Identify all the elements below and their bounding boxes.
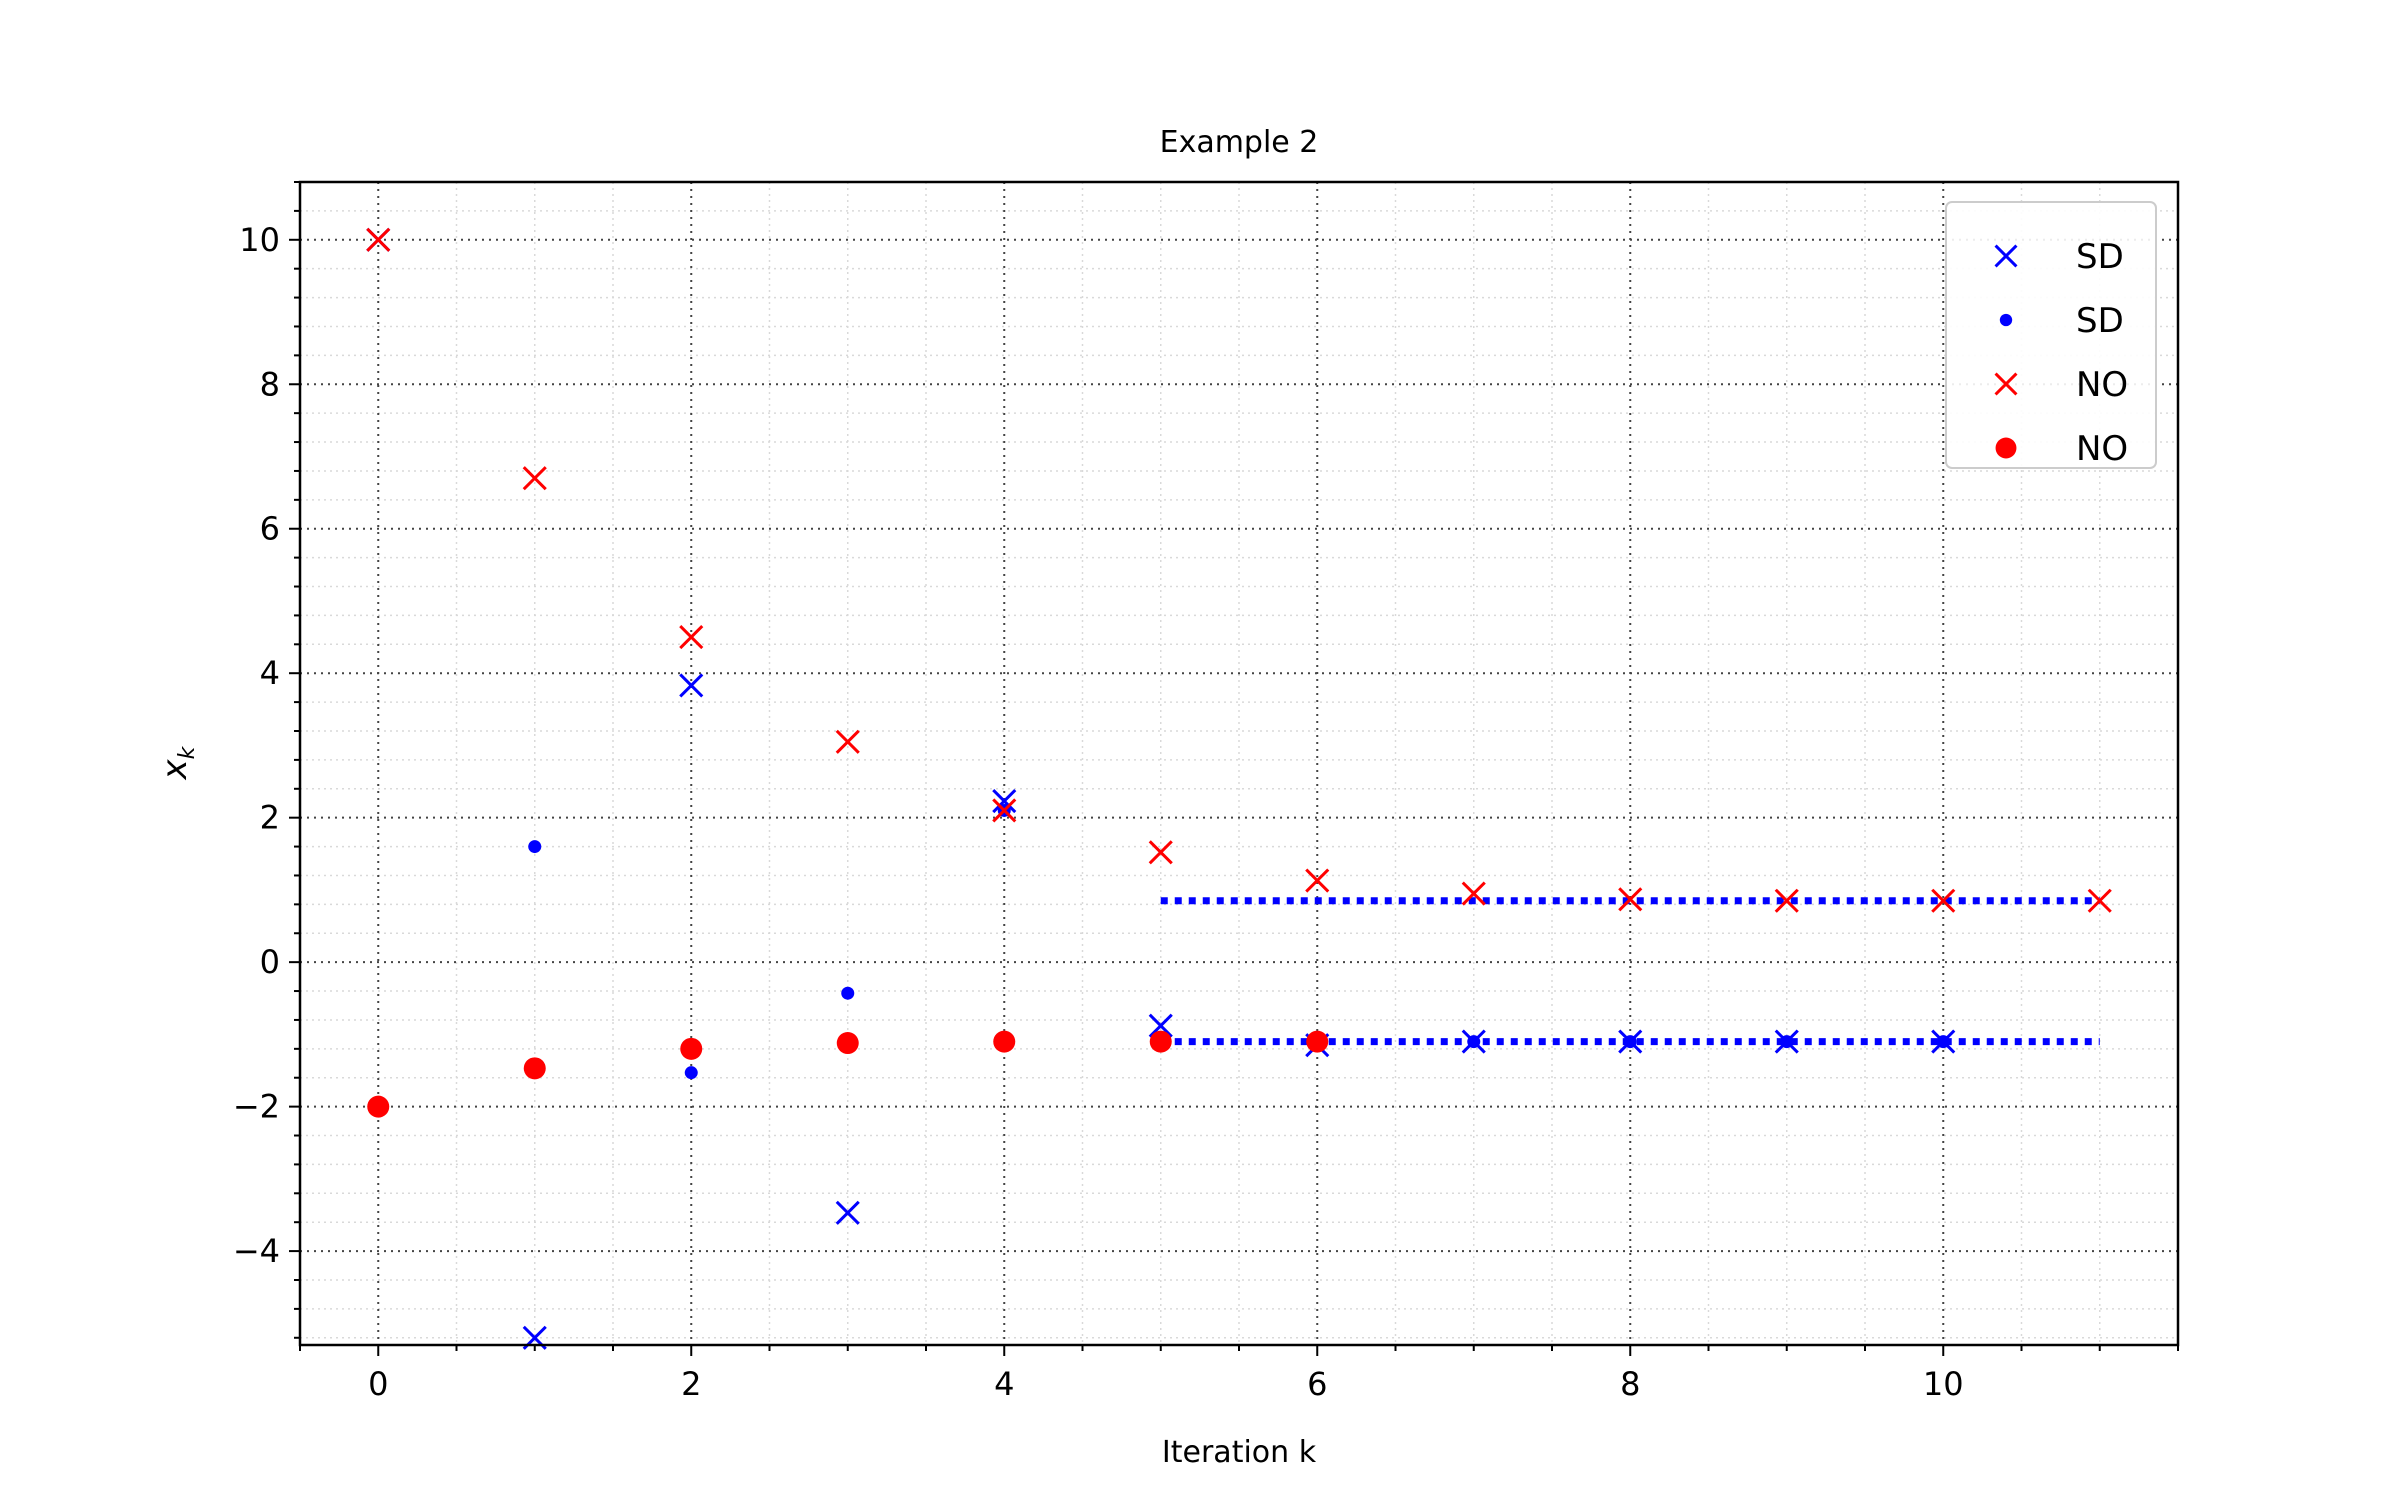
chart-title: Example 2	[1160, 125, 1319, 160]
data-point-stroke	[366, 227, 391, 252]
data-point-stroke	[1305, 868, 1330, 893]
data-point	[680, 1037, 703, 1060]
y-tick-label: 0	[260, 943, 280, 981]
legend-item: SD	[1994, 237, 2124, 277]
data-point-stroke	[992, 798, 1017, 823]
data-point	[992, 789, 1017, 814]
series-3-no	[367, 1030, 1329, 1118]
y-tick-label: −2	[233, 1088, 280, 1126]
data-point	[2087, 888, 2112, 913]
legend-marker	[1995, 437, 2017, 459]
data-point-stroke	[1774, 888, 1799, 913]
data-point-stroke	[679, 673, 704, 698]
data-point-stroke	[2087, 888, 2112, 913]
y-tick-label: 10	[239, 221, 280, 259]
data-point	[1467, 1035, 1481, 1049]
data-point	[1305, 868, 1330, 893]
data-point-stroke	[1148, 840, 1173, 865]
x-tick-label: 8	[1620, 1365, 1640, 1403]
legend-marker	[1994, 372, 2018, 396]
data-point-stroke	[992, 789, 1017, 814]
data-point	[841, 986, 855, 1000]
y-axis-label: xk	[155, 745, 200, 780]
data-point	[836, 1032, 859, 1055]
data-point	[1780, 1035, 1794, 1049]
y-tick-label: −4	[233, 1232, 280, 1270]
data-point	[1623, 1035, 1637, 1049]
data-point-stroke	[835, 729, 860, 754]
y-tick-label: 2	[260, 799, 280, 837]
data-point-stroke	[835, 1200, 860, 1225]
data-point	[1148, 840, 1173, 865]
x-axis-label: Iteration k	[1162, 1435, 1317, 1470]
data-point-stroke	[1148, 1013, 1173, 1038]
y-tick-label: 4	[260, 654, 280, 692]
data-point	[1774, 888, 1799, 913]
data-point	[1149, 1030, 1172, 1053]
legend-marker	[1994, 244, 2018, 268]
data-point	[1306, 1030, 1329, 1053]
data-point	[1618, 887, 1643, 912]
y-tick-label: 6	[260, 510, 280, 548]
legend-label: NO	[2076, 365, 2128, 405]
data-point-stroke	[679, 625, 704, 650]
data-point	[528, 840, 542, 854]
data-point-stroke	[522, 466, 547, 491]
data-point	[366, 227, 391, 252]
legend-marker	[1999, 313, 2013, 327]
x-tick-label: 2	[681, 1365, 701, 1403]
data-point	[523, 1057, 546, 1080]
legend-label: SD	[2076, 301, 2124, 341]
data-point	[1931, 888, 1956, 913]
data-point	[1936, 1035, 1950, 1049]
legend-box	[1945, 201, 2157, 469]
y-tick-label: 8	[260, 365, 280, 403]
data-point	[679, 625, 704, 650]
x-tick-label: 4	[994, 1365, 1014, 1403]
x-tick-label: 0	[368, 1365, 388, 1403]
legend-marker-stroke	[1994, 372, 2018, 396]
data-point	[835, 729, 860, 754]
axes: 0 2 4 6 8 10 −4 −2 0 2 4 6 8 10	[233, 180, 2180, 1403]
legend-marker-stroke	[1994, 244, 2018, 268]
legend-label: SD	[2076, 237, 2124, 277]
y-axis-label-sub: k	[175, 745, 200, 759]
data-point	[992, 798, 1017, 823]
x-tick-label: 10	[1923, 1365, 1964, 1403]
series-2-no	[366, 227, 2112, 913]
data-point	[1148, 1013, 1173, 1038]
data-point	[684, 1066, 698, 1080]
data-point-stroke	[1461, 881, 1486, 906]
data-point	[1461, 881, 1486, 906]
data-point	[367, 1095, 390, 1118]
legend-item: NO	[1994, 365, 2128, 405]
data-point-stroke	[1931, 888, 1956, 913]
data-marks	[366, 227, 2112, 1350]
x-tick-label: 6	[1307, 1365, 1327, 1403]
legend: SD SD NO NO	[1945, 201, 2157, 469]
data-point	[679, 673, 704, 698]
data-point	[993, 1030, 1016, 1053]
data-point	[835, 1200, 860, 1225]
data-point-stroke	[1618, 887, 1643, 912]
data-point	[522, 466, 547, 491]
y-axis-label-base: x	[155, 758, 195, 780]
grid	[299, 181, 2179, 1345]
legend-label: NO	[2076, 429, 2128, 469]
legend-item: NO	[1995, 429, 2128, 469]
legend-item: SD	[1999, 301, 2124, 341]
